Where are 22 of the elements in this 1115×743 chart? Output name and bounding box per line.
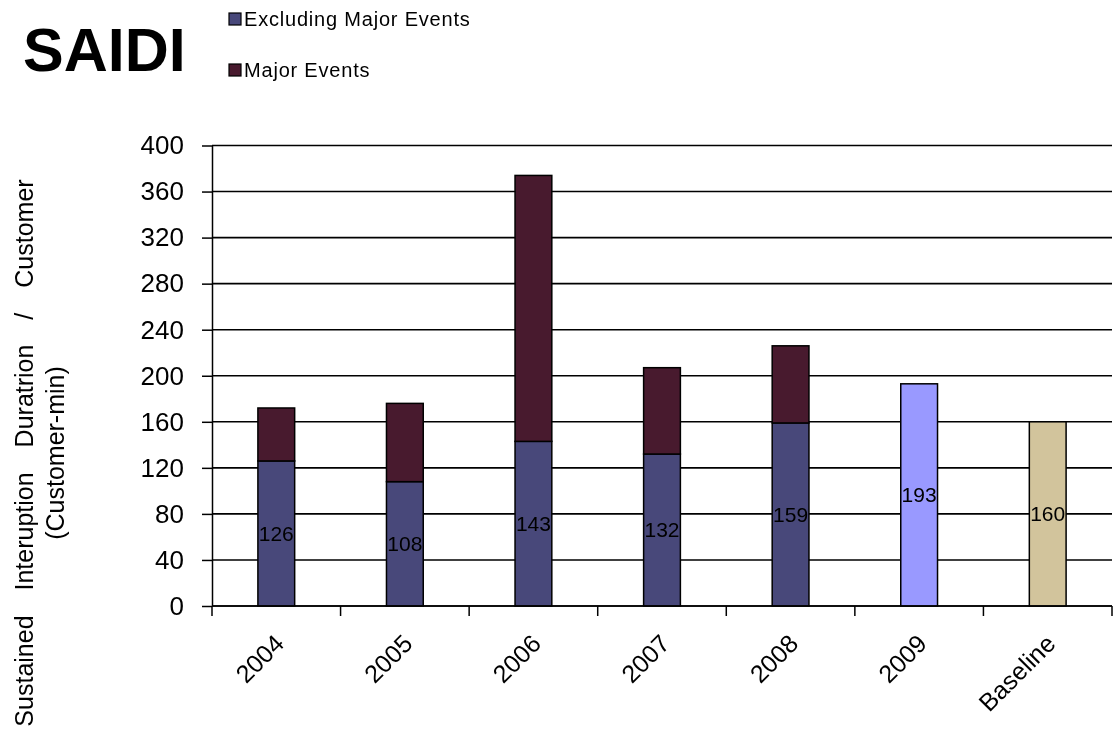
- y-tick-label: 240: [140, 314, 184, 345]
- data-label: 126: [258, 521, 294, 545]
- y-tick-label: 160: [140, 406, 184, 437]
- y-tick-label: 0: [169, 590, 184, 621]
- y-tick-label: 120: [140, 452, 184, 483]
- data-label: 193: [901, 483, 937, 507]
- y-tick-label: 360: [140, 176, 184, 207]
- y-axis-title: Sustained Interuption Duratrion / Customer (Customer-min): [10, 179, 70, 727]
- y-tick-label: 80: [155, 498, 184, 529]
- legend-label: Excluding Major Events: [244, 8, 471, 30]
- data-label: 108: [387, 532, 423, 556]
- data-label: 143: [515, 512, 551, 536]
- data-label: 160: [1030, 502, 1066, 526]
- data-label: 132: [644, 518, 680, 542]
- data-label: 159: [773, 502, 809, 526]
- chart-title: SAIDI: [23, 16, 186, 84]
- legend-label: Major Events: [244, 59, 371, 81]
- y-tick-label: 400: [140, 130, 184, 161]
- y-tick-label: 280: [140, 268, 184, 299]
- y-tick-label: 200: [140, 360, 184, 391]
- y-tick-label: 40: [155, 544, 184, 575]
- y-tick-label: 320: [140, 222, 184, 253]
